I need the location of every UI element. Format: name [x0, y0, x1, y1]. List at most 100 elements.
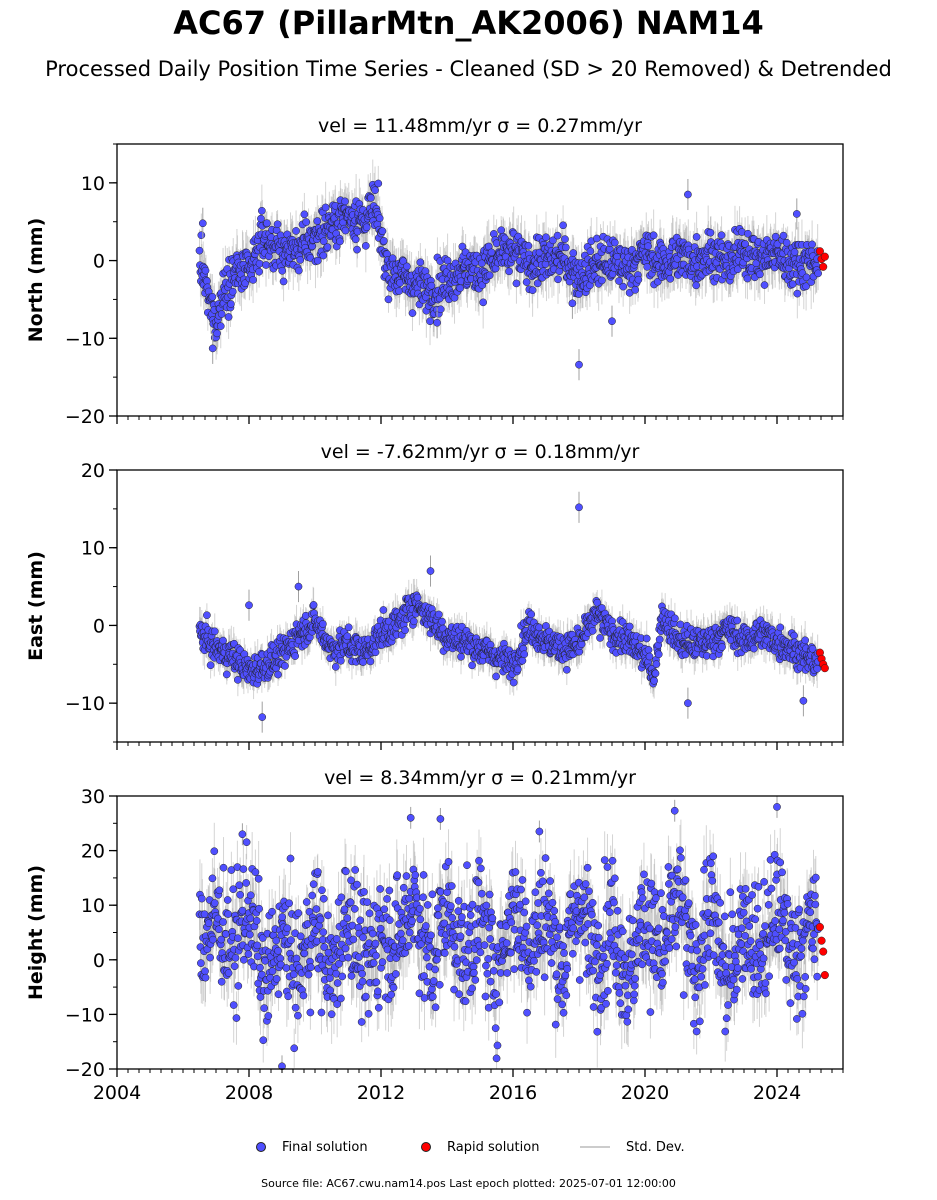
final-solution-point: [341, 197, 349, 206]
final-solution-point: [533, 279, 542, 288]
final-solution-point: [273, 220, 282, 229]
final-solution-point: [554, 275, 562, 284]
final-solution-point: [524, 241, 533, 250]
final-solution-point: [562, 243, 570, 252]
outlier-point: [608, 317, 616, 326]
final-solution-point: [644, 242, 652, 251]
y-axis-label: North (mm): [25, 218, 47, 343]
final-solution-point: [279, 277, 288, 286]
outlier-point: [792, 210, 801, 218]
final-solution-point: [222, 670, 231, 679]
final-solution-point: [520, 650, 529, 659]
final-solution-point: [527, 610, 536, 619]
final-solution-point: [509, 678, 518, 687]
final-solution-point: [375, 214, 384, 223]
final-solution-point: [456, 284, 464, 293]
final-solution-point: [717, 231, 726, 240]
final-solution-point: [331, 663, 340, 671]
y-tick-label: −10: [65, 328, 105, 350]
final-solution-point: [477, 259, 486, 268]
final-solution-point: [336, 237, 344, 246]
final-solution-point: [281, 662, 289, 670]
final-solution-point: [586, 247, 595, 256]
final-solution-point: [518, 656, 527, 665]
y-tick-label: 0: [93, 251, 105, 273]
final-solution-point: [379, 606, 388, 614]
rapid-solution-point: [819, 262, 828, 271]
final-solution-point: [512, 279, 521, 288]
final-solution-point: [416, 258, 425, 267]
final-solution-point: [362, 223, 371, 232]
final-solution-point: [634, 275, 643, 284]
final-solution-point: [206, 661, 215, 670]
final-solution-point: [649, 231, 658, 240]
final-solution-point: [561, 235, 569, 243]
final-solution-point: [542, 233, 550, 242]
outlier-point: [568, 299, 577, 308]
final-solution-point: [814, 269, 822, 278]
final-solution-point: [528, 286, 537, 295]
final-solution-point: [278, 266, 287, 275]
final-solution-point: [300, 210, 309, 219]
final-solution-point: [371, 648, 380, 657]
final-solution-point: [292, 227, 300, 235]
final-solution-point: [374, 179, 383, 188]
final-solution-point: [309, 601, 318, 609]
final-solution-point: [351, 235, 360, 244]
final-solution-point: [598, 276, 606, 285]
final-solution-point: [788, 280, 797, 288]
final-solution-point: [319, 620, 327, 628]
final-solution-point: [434, 610, 443, 619]
final-solution-point: [337, 656, 345, 665]
final-solution-point: [313, 256, 322, 265]
final-solution-point: [426, 317, 434, 326]
final-solution-point: [257, 214, 265, 223]
final-solution-point: [793, 289, 802, 298]
final-solution-point: [549, 236, 557, 245]
final-solution-point: [323, 243, 332, 251]
final-solution-point: [384, 295, 393, 304]
final-solution-point: [366, 657, 375, 666]
final-solution-point: [197, 231, 206, 240]
outlier-point: [198, 219, 207, 228]
final-solution-point: [413, 593, 422, 602]
final-solution-point: [359, 658, 367, 666]
final-solution-point: [588, 627, 597, 635]
final-solution-point: [760, 281, 769, 289]
final-solution-point: [743, 274, 752, 283]
final-solution-point: [227, 300, 235, 308]
final-solution-point: [208, 293, 217, 301]
panel-title: vel = 11.48mm/yr σ = 0.27mm/yr: [318, 115, 642, 137]
outlier-point: [575, 360, 583, 369]
final-solution-point: [706, 228, 715, 237]
final-solution-point: [217, 310, 226, 318]
final-solution-point: [321, 203, 330, 212]
final-solution-point: [379, 237, 388, 245]
final-solution-point: [213, 329, 221, 338]
final-solution-point: [782, 238, 791, 247]
final-solution-point: [555, 267, 564, 276]
final-solution-point: [255, 267, 263, 276]
outlier-point: [433, 318, 441, 327]
final-solution-point: [274, 670, 282, 679]
final-solution-point: [319, 251, 328, 260]
final-solution-point: [249, 276, 257, 284]
final-solution-point: [216, 322, 225, 330]
final-solution-point: [522, 278, 531, 286]
final-solution-point: [262, 261, 270, 269]
final-solution-point: [343, 632, 352, 641]
final-solution-point: [427, 281, 436, 290]
final-solution-point: [294, 266, 303, 275]
rapid-solution-point: [820, 252, 829, 261]
outlier-point: [208, 344, 217, 353]
final-solution-point: [408, 309, 417, 317]
final-solution-point: [353, 245, 361, 254]
final-solution-point: [228, 287, 237, 296]
final-solution-point: [210, 627, 219, 636]
y-tick-label: −20: [65, 406, 105, 428]
final-solution-point: [438, 617, 446, 626]
final-solution-point: [291, 652, 299, 660]
final-solution-point: [258, 206, 266, 215]
figure-subtitle: Processed Daily Position Time Series - C…: [45, 57, 892, 81]
